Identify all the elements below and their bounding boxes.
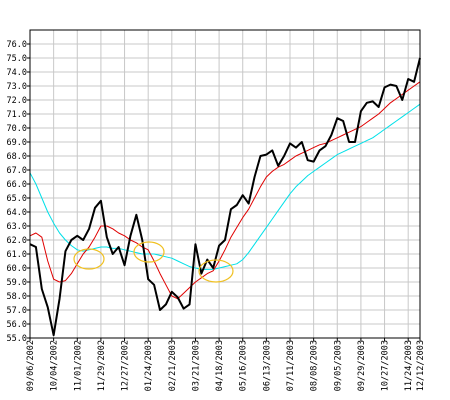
series-line xyxy=(29,103,421,270)
lines xyxy=(29,57,421,337)
x-tick-label: 10/04/2002 xyxy=(50,340,60,391)
y-tick-label: 63.0 xyxy=(7,222,27,232)
y-tick-label: 65.0 xyxy=(7,194,27,204)
series-line xyxy=(29,81,421,300)
x-tick-label: 09/05/2003 xyxy=(333,340,343,391)
x-tick-label: 12/27/2002 xyxy=(121,340,131,391)
y-tick-label: 59.0 xyxy=(7,278,27,288)
plot-border xyxy=(29,29,421,339)
highlight-ellipse xyxy=(198,259,234,283)
x-tick-label: 09/06/2002 xyxy=(26,340,36,391)
x-tick-label: 11/29/2002 xyxy=(97,340,107,391)
series-line xyxy=(29,57,421,337)
y-tick-label: 61.0 xyxy=(7,250,27,260)
y-tick-label: 67.0 xyxy=(7,166,27,176)
y-tick-label: 64.0 xyxy=(7,208,27,218)
x-tick-label: 06/13/2003 xyxy=(262,340,272,391)
x-tick-label: 09/29/2003 xyxy=(357,340,367,391)
x-tick-label: 10/27/2003 xyxy=(381,340,391,391)
x-tick-label: 03/21/2003 xyxy=(191,340,201,391)
y-tick-label: 69.0 xyxy=(7,138,27,148)
y-tick-label: 76.0 xyxy=(7,40,27,50)
y-tick-label: 68.0 xyxy=(7,152,27,162)
y-tick-label: 58.0 xyxy=(7,292,27,302)
x-tick-label: 11/24/2003 xyxy=(404,340,414,391)
x-tick-label: 08/08/2003 xyxy=(310,340,320,391)
y-tick-label: 60.0 xyxy=(7,264,27,274)
x-tick-label: 11/01/2002 xyxy=(73,340,83,391)
y-tick-label: 74.0 xyxy=(7,68,27,78)
x-tick-label: 04/18/2003 xyxy=(215,340,225,391)
x-tick-label: 02/21/2003 xyxy=(168,340,178,391)
y-tick-label: 73.0 xyxy=(7,82,27,92)
x-tick-label: 12/12/2003 xyxy=(416,340,426,391)
y-tick-label: 62.0 xyxy=(7,236,27,246)
x-tick-label: 01/24/2003 xyxy=(144,340,154,391)
y-tick-label: 72.0 xyxy=(7,96,27,106)
x-tick-label: 07/11/2003 xyxy=(286,340,296,391)
y-tick-label: 70.0 xyxy=(7,124,27,134)
y-tick-label: 55.0 xyxy=(7,334,27,344)
y-tick-label: 75.0 xyxy=(7,54,27,64)
x-tick-label: 05/16/2003 xyxy=(239,340,249,391)
y-tick-label: 56.0 xyxy=(7,320,27,330)
highlight-ellipse xyxy=(133,241,165,263)
highlight-ellipse xyxy=(73,248,105,270)
y-tick-label: 66.0 xyxy=(7,180,27,190)
y-tick-label: 57.0 xyxy=(7,306,27,316)
y-tick-label: 71.0 xyxy=(7,110,27,120)
